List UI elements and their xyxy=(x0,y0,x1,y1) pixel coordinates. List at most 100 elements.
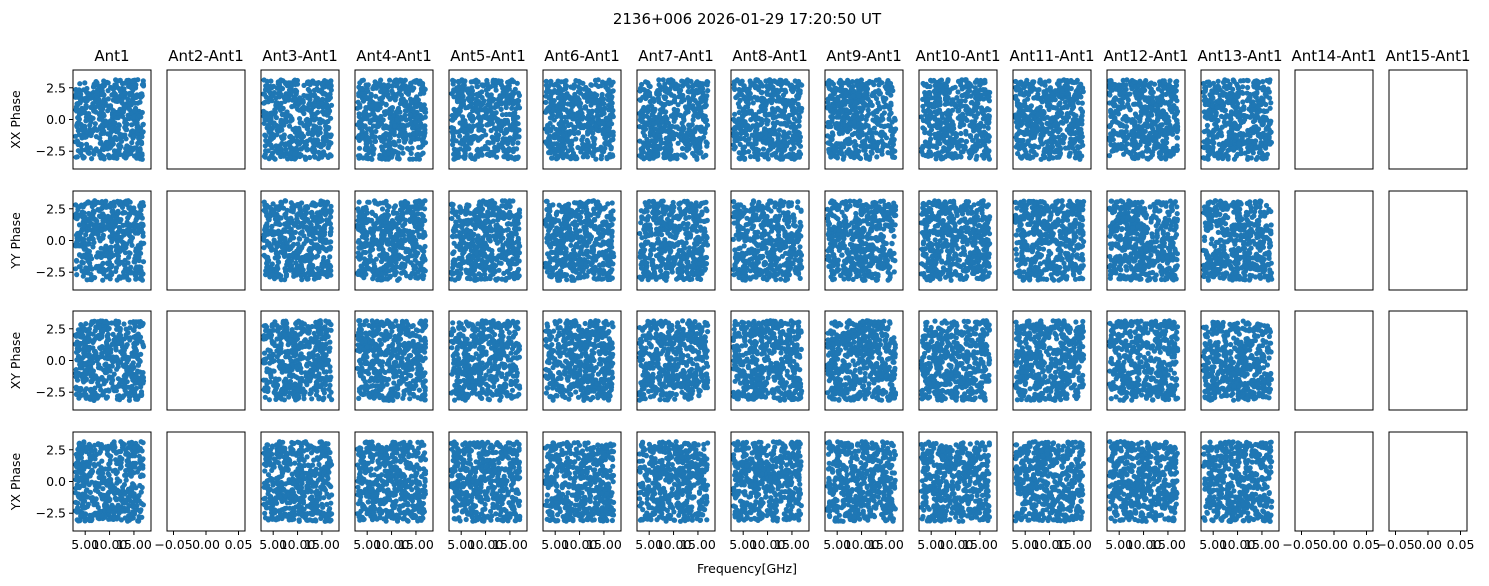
data-point xyxy=(89,378,95,385)
data-point xyxy=(269,516,276,522)
data-point xyxy=(405,256,411,262)
data-point xyxy=(136,226,142,232)
data-point xyxy=(316,362,322,368)
data-point xyxy=(277,145,283,151)
data-point xyxy=(420,216,426,222)
data-point xyxy=(72,92,79,98)
data-point xyxy=(270,201,276,207)
data-point xyxy=(78,340,84,347)
data-point xyxy=(263,137,269,144)
data-point xyxy=(290,441,296,447)
data-point xyxy=(362,259,368,265)
data-point xyxy=(270,134,277,141)
data-point xyxy=(97,135,103,141)
data-point xyxy=(421,90,427,96)
data-point xyxy=(307,100,313,106)
data-point xyxy=(74,258,80,264)
data-point xyxy=(141,240,147,246)
data-point xyxy=(83,241,89,247)
data-point xyxy=(315,211,321,217)
data-point xyxy=(114,476,120,482)
data-point xyxy=(308,387,314,393)
data-point xyxy=(89,320,95,326)
data-point xyxy=(103,120,109,126)
data-point xyxy=(328,214,334,220)
data-point xyxy=(413,98,419,104)
data-point xyxy=(261,100,267,106)
data-point xyxy=(399,122,405,128)
data-point xyxy=(126,254,132,260)
data-point xyxy=(112,120,118,126)
data-point xyxy=(106,507,112,513)
data-point xyxy=(297,495,303,501)
data-point xyxy=(90,448,96,454)
data-point xyxy=(265,472,272,478)
data-point xyxy=(113,81,119,88)
data-point xyxy=(103,243,109,249)
data-point xyxy=(419,106,425,113)
data-point xyxy=(129,439,135,445)
data-point xyxy=(286,394,292,400)
data-point xyxy=(407,121,413,127)
data-point xyxy=(287,154,293,161)
data-point xyxy=(303,117,309,123)
data-point xyxy=(77,361,83,368)
panel xyxy=(260,310,340,411)
data-point xyxy=(283,354,289,360)
data-point xyxy=(309,511,316,517)
data-point xyxy=(138,439,144,445)
data-point xyxy=(304,516,310,523)
data-point xyxy=(323,207,329,213)
data-point xyxy=(130,377,136,383)
x-tick-label: 0.05 xyxy=(225,537,253,552)
data-point xyxy=(273,221,279,227)
data-point xyxy=(317,202,324,208)
data-point xyxy=(365,199,371,205)
data-point xyxy=(296,128,302,134)
data-point xyxy=(137,457,143,463)
data-point xyxy=(364,116,370,122)
data-point xyxy=(319,501,325,507)
data-point xyxy=(76,87,82,93)
data-point xyxy=(135,247,142,253)
data-point xyxy=(393,77,399,83)
data-point xyxy=(297,120,303,126)
data-point xyxy=(372,272,378,278)
data-point xyxy=(275,242,281,248)
data-point xyxy=(317,125,323,131)
data-point xyxy=(272,342,278,349)
data-point xyxy=(275,206,281,212)
data-point xyxy=(264,385,270,392)
data-point xyxy=(262,254,269,260)
data-point xyxy=(113,115,120,121)
data-point xyxy=(289,252,295,258)
data-point xyxy=(282,142,288,148)
data-point xyxy=(272,156,278,162)
data-point xyxy=(283,467,289,473)
data-point xyxy=(129,362,135,368)
data-point xyxy=(86,111,92,117)
data-point xyxy=(296,236,302,242)
data-point xyxy=(77,518,83,524)
data-point xyxy=(325,481,331,487)
data-point xyxy=(388,110,394,116)
data-point xyxy=(414,77,420,84)
data-point xyxy=(325,145,331,151)
data-point xyxy=(283,513,289,519)
data-point xyxy=(140,321,146,327)
data-point xyxy=(327,463,333,469)
data-point xyxy=(126,213,132,219)
data-point xyxy=(326,319,332,325)
data-point xyxy=(108,105,114,111)
data-point xyxy=(295,478,302,484)
data-point xyxy=(103,361,109,367)
data-point xyxy=(317,347,323,354)
data-point xyxy=(122,90,128,96)
data-point xyxy=(84,277,90,283)
data-point xyxy=(271,382,277,388)
data-point xyxy=(81,252,87,258)
panel-frame xyxy=(166,431,246,532)
data-point xyxy=(298,134,304,140)
data-point xyxy=(305,79,312,85)
